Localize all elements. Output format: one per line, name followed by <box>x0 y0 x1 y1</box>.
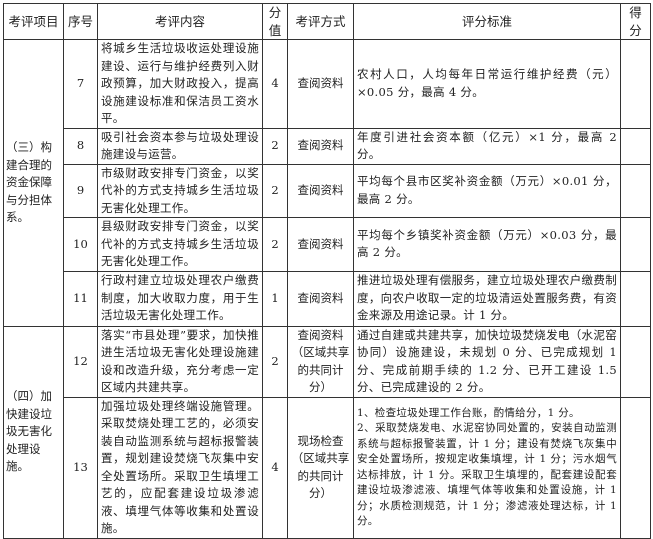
row-result <box>620 217 651 272</box>
row-content: 县级财政安排专门资金，以奖代补的方式支持城乡生活垃圾无害化处理工作。 <box>97 217 263 272</box>
table-row: （四）加快建设垃圾无害化处理设施。 12 落实“市县处理”要求，加快推进生活垃圾… <box>3 325 651 539</box>
row-content: 加强垃圾处理终端设施管理。采取焚烧处理工艺的，必须安装自动监测系统与超标报警装置… <box>97 396 263 539</box>
row-score: 4 <box>262 39 288 129</box>
row-result <box>620 39 651 129</box>
row-result <box>620 163 651 218</box>
row-standard: 通过自建或共建共享，加快垃圾焚烧发电（水泥窑协同）设施建设，未规划 0 分、已完… <box>353 325 621 398</box>
standard-line: 2、采取焚烧发电、水泥窑协同处置的，安装自动监测系统与超标报警装置，计 1 分；… <box>357 422 617 527</box>
row-score: 2 <box>262 127 288 165</box>
row-standard: 1、检查垃圾处理工作台账，酌情给分，1 分。 2、采取焚烧发电、水泥窑协同处置的… <box>353 396 621 539</box>
header-method: 考评方式 <box>287 3 354 40</box>
header-category: 考评项目 <box>3 3 64 40</box>
table-row: 8 吸引社会资本参与垃圾处理设施建设与运营。 2 查阅资料 年度引进社会资本额（… <box>4 127 651 165</box>
table-row: （三）构建合理的资金保障与分担体系。 7 将城乡生活垃圾收运处理设施建设、运行与… <box>3 39 651 327</box>
row-score: 2 <box>262 217 288 272</box>
table-row: 10 县级财政安排专门资金，以奖代补的方式支持城乡生活垃圾无害化处理工作。 2 … <box>4 217 651 272</box>
standard-line: 1、检查垃圾处理工作台账，酌情给分，1 分。 <box>357 406 580 419</box>
row-result <box>620 127 651 165</box>
row-method: 查阅资料（区域共享的共同计分） <box>287 325 354 398</box>
table-row: 9 市级财政安排专门资金，以奖代补的方式支持城乡生活垃圾无害化处理工作。 2 查… <box>4 163 651 218</box>
row-method: 查阅资料 <box>287 127 354 165</box>
row-no: 12 <box>63 325 98 398</box>
row-no: 11 <box>63 270 98 327</box>
row-standard: 平均每个乡镇奖补资金额（万元）×0.03 分，最高 2 分。 <box>353 217 621 272</box>
row-score: 2 <box>262 163 288 218</box>
row-result <box>620 396 651 539</box>
row-standard: 农村人口，人均每年日常运行维护经费（元）×0.05 分，最高 4 分。 <box>353 39 621 129</box>
row-content: 吸引社会资本参与垃圾处理设施建设与运营。 <box>97 127 263 165</box>
row-content: 行政村建立垃圾处理农户缴费制度，加大收取力度，用于生活垃圾无害化处理工作。 <box>97 270 263 327</box>
row-score: 1 <box>262 270 288 327</box>
row-no: 8 <box>63 127 98 165</box>
header-standard: 评分标准 <box>353 3 621 40</box>
row-score: 2 <box>262 325 288 398</box>
row-method: 查阅资料 <box>287 39 354 129</box>
table-row: 11 行政村建立垃圾处理农户缴费制度，加大收取力度，用于生活垃圾无害化处理工作。… <box>4 270 651 327</box>
row-result <box>620 325 651 398</box>
row-method: 查阅资料 <box>287 217 354 272</box>
category-cell: （四）加快建设垃圾无害化处理设施。 <box>3 325 64 539</box>
row-result <box>620 270 651 327</box>
row-content: 市级财政安排专门资金，以奖代补的方式支持城乡生活垃圾无害化处理工作。 <box>97 163 263 218</box>
row-no: 7 <box>63 39 98 129</box>
table-row: 13 加强垃圾处理终端设施管理。采取焚烧处理工艺的，必须安装自动监测系统与超标报… <box>4 396 651 539</box>
row-no: 9 <box>63 163 98 218</box>
row-method: 现场检查（区域共享的共同计分） <box>287 396 354 539</box>
header-row: 考评项目 序号 考评内容 分值 考评方式 评分标准 得分 <box>3 3 651 40</box>
row-content: 将城乡生活垃圾收运处理设施建设、运行与维护经费列入财政预算，加大财政投入，提高设… <box>97 39 263 129</box>
category-cell: （三）构建合理的资金保障与分担体系。 <box>3 39 64 327</box>
row-score: 4 <box>262 396 288 539</box>
row-no: 13 <box>63 396 98 539</box>
evaluation-table: 考评项目 序号 考评内容 分值 考评方式 评分标准 得分 （三）构建合理的资金保… <box>3 3 651 539</box>
row-method: 查阅资料 <box>287 270 354 327</box>
row-standard: 推进垃圾处理有偿服务，建立垃圾处理农户缴费制度，向农户收取一定的垃圾清运处置服务… <box>353 270 621 327</box>
header-no: 序号 <box>63 3 98 40</box>
header-result: 得分 <box>620 3 651 40</box>
row-standard: 平均每个县市区奖补资金额（万元）×0.01 分，最高 2 分。 <box>353 163 621 218</box>
row-standard: 年度引进社会资本额（亿元）×1 分，最高 2 分。 <box>353 127 621 165</box>
row-method: 查阅资料 <box>287 163 354 218</box>
header-score: 分值 <box>262 3 288 40</box>
row-content: 落实“市县处理”要求，加快推进生活垃圾无害化处理设施建设和改造升级，充分考虑一定… <box>97 325 263 398</box>
header-content: 考评内容 <box>97 3 263 40</box>
row-no: 10 <box>63 217 98 272</box>
